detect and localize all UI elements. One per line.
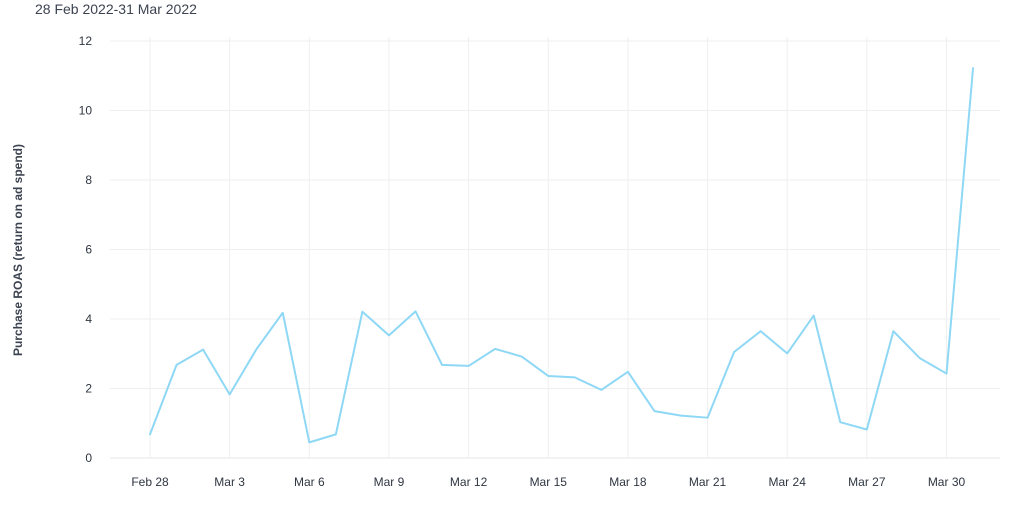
data-point[interactable] [650, 407, 658, 415]
data-point[interactable] [146, 430, 154, 438]
x-tick-label: Mar 27 [848, 475, 886, 489]
y-tick-label: 8 [85, 173, 92, 187]
data-point[interactable] [518, 353, 526, 361]
data-point[interactable] [544, 372, 552, 380]
data-point[interactable] [305, 438, 313, 446]
data-point[interactable] [465, 362, 473, 370]
x-tick-label: Mar 12 [450, 475, 488, 489]
data-point[interactable] [969, 64, 977, 72]
data-point[interactable] [677, 412, 685, 420]
data-point[interactable] [836, 418, 844, 426]
x-tick-label: Mar 30 [928, 475, 966, 489]
data-point[interactable] [757, 327, 765, 335]
x-tick-label: Mar 6 [294, 475, 325, 489]
data-point[interactable] [252, 346, 260, 354]
data-point[interactable] [704, 414, 712, 422]
data-point[interactable] [783, 349, 791, 357]
series-line-roas [149, 67, 975, 444]
y-tick-label: 10 [79, 104, 93, 118]
data-point[interactable] [916, 354, 924, 362]
data-point[interactable] [412, 307, 420, 315]
data-point[interactable] [226, 390, 234, 398]
y-tick-label: 12 [79, 34, 93, 48]
data-point[interactable] [624, 368, 632, 376]
y-tick-label: 6 [85, 243, 92, 257]
data-point[interactable] [863, 426, 871, 434]
x-tick-label: Feb 28 [131, 475, 169, 489]
data-point[interactable] [279, 309, 287, 317]
data-point[interactable] [810, 312, 818, 320]
data-point[interactable] [358, 308, 366, 316]
data-point[interactable] [438, 361, 446, 369]
x-tick-label: Mar 15 [530, 475, 568, 489]
data-point[interactable] [385, 331, 393, 339]
data-point[interactable] [730, 348, 738, 356]
x-tick-label: Mar 9 [374, 475, 405, 489]
x-tick-label: Mar 21 [689, 475, 727, 489]
x-tick-label: Mar 18 [609, 475, 647, 489]
data-point[interactable] [597, 386, 605, 394]
x-tick-label: Mar 3 [214, 475, 245, 489]
y-tick-label: 0 [85, 451, 92, 465]
data-point[interactable] [332, 430, 340, 438]
data-point[interactable] [491, 345, 499, 353]
data-point[interactable] [173, 361, 181, 369]
data-point[interactable] [199, 346, 207, 354]
x-tick-label: Mar 24 [769, 475, 807, 489]
data-point[interactable] [571, 373, 579, 381]
y-tick-label: 2 [85, 382, 92, 396]
chart-subtitle: 28 Feb 2022-31 Mar 2022 [35, 1, 197, 17]
data-point[interactable] [889, 327, 897, 335]
y-tick-label: 4 [85, 312, 92, 326]
data-point[interactable] [943, 370, 951, 378]
